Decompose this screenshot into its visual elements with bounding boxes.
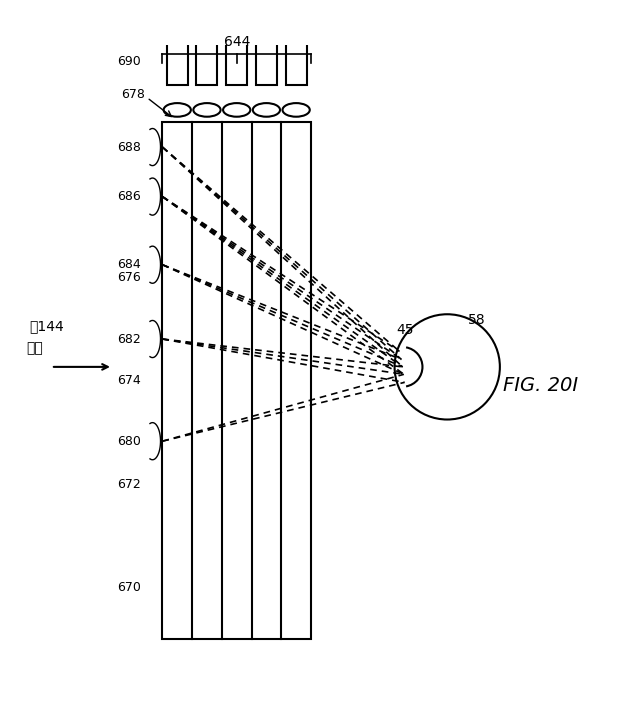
Text: 682: 682	[117, 333, 141, 345]
Text: 58: 58	[468, 313, 486, 327]
Text: 678: 678	[121, 88, 145, 101]
Text: 688: 688	[117, 140, 141, 154]
Text: 644: 644	[223, 35, 250, 49]
Text: ～144: ～144	[29, 320, 64, 334]
Text: 670: 670	[117, 581, 141, 594]
Text: FIG. 20I: FIG. 20I	[503, 376, 578, 395]
Text: 680: 680	[117, 435, 141, 447]
Text: 世界: 世界	[26, 341, 43, 355]
Text: 690: 690	[117, 55, 141, 68]
Text: 674: 674	[117, 374, 141, 387]
Bar	[167, 39, 188, 85]
Bar	[226, 39, 247, 85]
Text: 672: 672	[117, 478, 141, 491]
Bar	[197, 39, 218, 85]
Bar	[256, 39, 277, 85]
Text: 45: 45	[396, 323, 414, 337]
Bar	[162, 122, 311, 640]
Text: 676: 676	[117, 271, 141, 284]
Text: 684: 684	[117, 258, 141, 272]
Bar	[285, 39, 307, 85]
Text: 686: 686	[117, 190, 141, 203]
